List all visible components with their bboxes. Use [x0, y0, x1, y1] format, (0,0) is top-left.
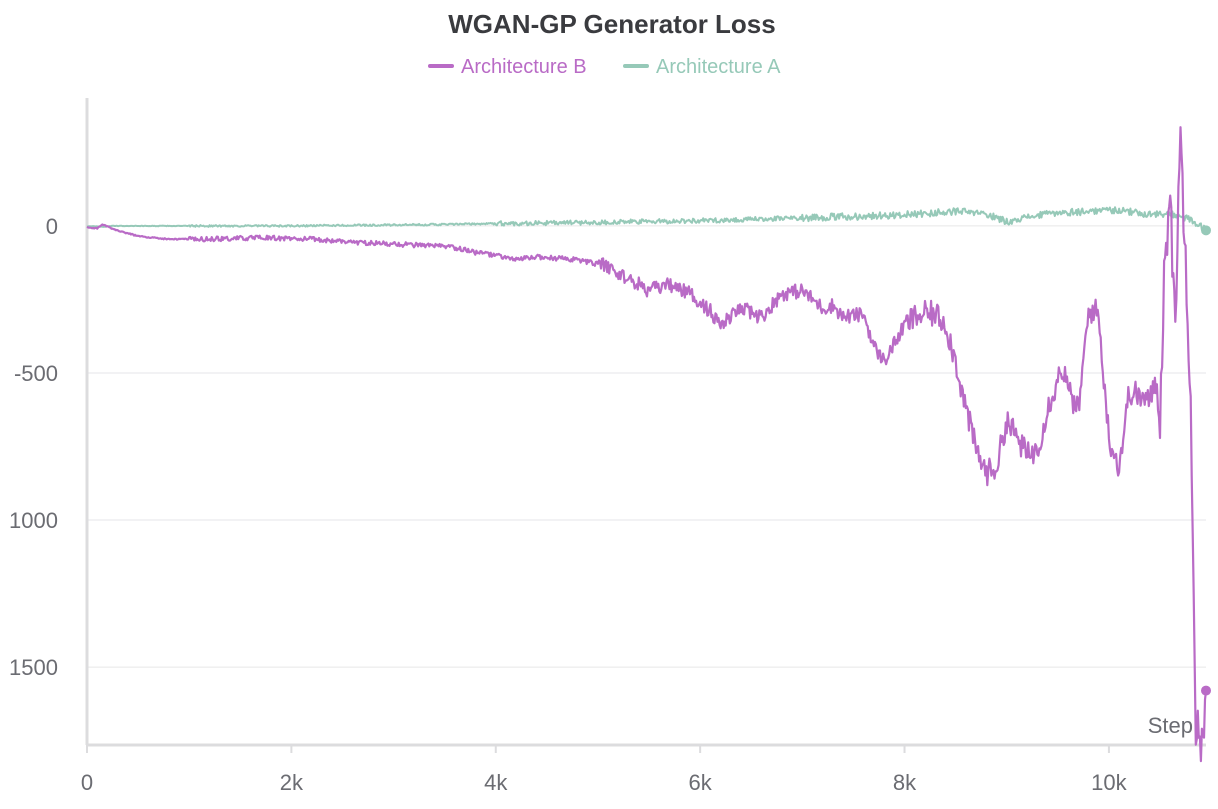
x-axis-title: Step — [1148, 713, 1193, 738]
legend-label: Architecture A — [656, 56, 781, 78]
x-tick-label: 2k — [280, 770, 304, 795]
x-tick-label: 6k — [689, 770, 713, 795]
x-tick-label: 0 — [81, 770, 93, 795]
series-layer — [86, 126, 1211, 763]
series-line-architecture-b — [86, 126, 1208, 763]
y-tick-label: 1500 — [9, 655, 58, 680]
series-endpoint-architecture-b — [1201, 685, 1211, 696]
x-tick-label: 10k — [1091, 770, 1127, 795]
y-tick-label: -500 — [14, 361, 58, 386]
x-tick-label: 8k — [893, 770, 917, 795]
y-tick-label: 0 — [46, 214, 58, 239]
legend-label: Architecture B — [461, 56, 587, 78]
x-tick-label: 4k — [484, 770, 508, 795]
series-line-architecture-a — [86, 206, 1207, 232]
axes — [85, 98, 1206, 747]
y-tick-label: 1000 — [9, 508, 58, 533]
tick-labels: 0 2k 4k 6k 8k 10k 0 -500 1000 1500 — [9, 214, 1128, 795]
chart-title: WGAN-GP Generator Loss — [448, 9, 775, 39]
series-endpoint-architecture-a — [1201, 225, 1211, 236]
legend: Architecture B Architecture A — [428, 56, 781, 78]
